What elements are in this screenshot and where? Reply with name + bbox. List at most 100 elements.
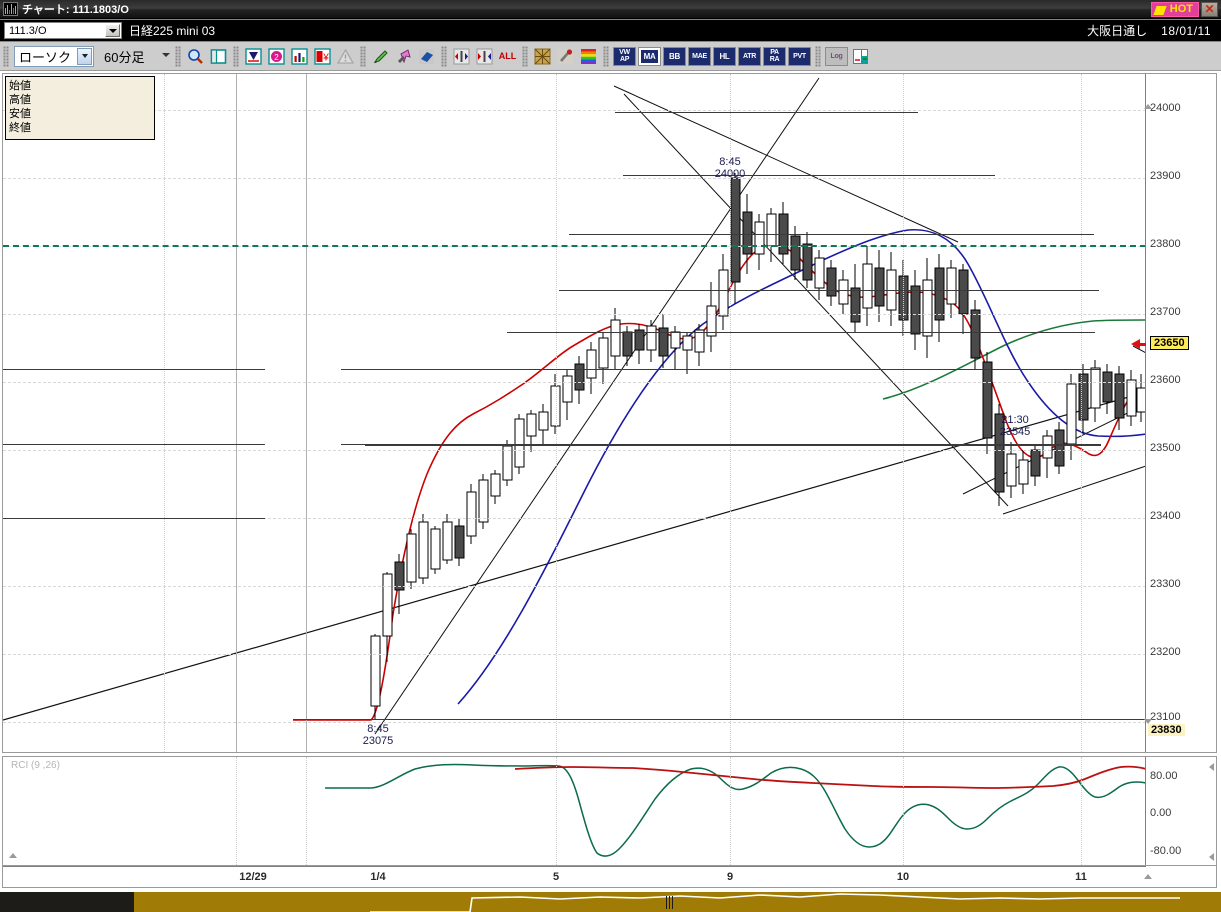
candle [934,254,945,342]
candle [970,300,981,370]
zoom-icon[interactable] [185,45,206,67]
chevron-down-icon[interactable] [77,47,92,65]
pivot-annotation-price: 23545 [999,426,1031,438]
current-price-tag[interactable]: 23650 [1150,336,1189,350]
expand-horizontal-icon[interactable] [451,45,472,67]
bb-button[interactable]: BB [663,46,686,66]
gridline [3,586,1146,587]
gridline-vertical [903,74,904,752]
date-axis[interactable]: 12/29 1/4 5 9 10 11 [2,866,1217,888]
compress-horizontal-icon[interactable] [474,45,495,67]
price-panel[interactable]: 8:45 24000 8:45 23075 21:30 23545 24000 … [2,73,1217,753]
drawn-hline[interactable] [3,369,265,370]
vwap-button[interactable]: VW AP [613,46,636,66]
chevron-down-icon[interactable] [105,24,120,37]
candle [562,370,573,420]
price-plot-area[interactable]: 8:45 24000 8:45 23075 21:30 23545 [3,74,1146,752]
gridline [3,722,1146,723]
candle [610,308,621,370]
chevron-down-icon[interactable] [161,51,170,60]
drawn-hline[interactable] [341,444,1101,445]
color-palette-icon[interactable] [578,45,599,67]
toolbar-grip[interactable] [3,45,9,67]
download-arrow-icon[interactable] [243,45,264,67]
toolbar-grip[interactable] [175,45,181,67]
price-axis[interactable]: 24000 23900 23800 23700 23600 23500 2340… [1144,74,1216,752]
toolbar-grip[interactable] [441,45,447,67]
overview-drag-handle[interactable] [666,896,674,909]
chart-date-label: 18/01/11 [1161,23,1211,38]
para-button[interactable]: PA RA [763,46,786,66]
rci-panel[interactable]: RCI (9 ,26) 80.00 0.00 -80.00 [2,756,1217,866]
rci-axis[interactable]: 80.00 0.00 -80.00 [1145,757,1216,865]
mae-button[interactable]: MAE [688,46,711,66]
drawn-hline[interactable] [3,518,265,519]
symbol-select[interactable]: 111.3/O [4,22,122,39]
bar-chart-icon[interactable] [289,45,310,67]
rci-axis-arrow-icon[interactable] [1209,763,1214,771]
rci-axis-arrow-icon[interactable] [1209,853,1214,861]
pivot-annotation-time: 21:30 [1001,414,1029,426]
close-icon[interactable]: ✕ [1201,1,1218,17]
settings-grid-icon[interactable] [532,45,553,67]
chart-overview-scrollbar[interactable] [0,891,1221,912]
date-axis-arrow-icon[interactable] [1144,874,1152,879]
ma-button[interactable]: MA [638,46,661,66]
rci-long-line [514,765,1146,789]
toolbar-grip[interactable] [233,45,239,67]
toolbar-grip[interactable] [815,45,821,67]
price-tick: 23800 [1150,238,1181,250]
price-tick: 23200 [1150,646,1181,658]
tools-icon[interactable] [555,45,576,67]
chart-type-value: ローソク [19,49,72,65]
log-label: Log [830,52,843,60]
pvt-button[interactable]: PVT [788,46,811,66]
drawn-hline[interactable] [293,719,1146,720]
candle [394,554,405,614]
log-scale-button[interactable]: Log [825,46,848,66]
rci-scroll-icon[interactable] [9,853,17,858]
drawn-hline[interactable] [507,332,1095,333]
trendline-wedge-lower [1002,465,1146,515]
price-tick: 23400 [1150,510,1181,522]
layout-icon[interactable] [850,45,871,67]
timeframe-select[interactable]: 60分足 [100,45,172,67]
cursor-arrow-icon[interactable] [393,45,414,67]
toolbar-grip[interactable] [603,45,609,67]
rci-plot-area[interactable] [3,757,1146,865]
atr-button[interactable]: ATR [738,46,761,66]
candle [1042,430,1053,478]
date-tick: 9 [726,871,734,883]
drawn-hline[interactable] [3,444,265,445]
drawn-hline[interactable] [559,290,1099,291]
currency-yen-icon[interactable]: ¥ [312,45,333,67]
all-button[interactable]: ALL [497,45,518,67]
drawn-hline[interactable] [569,234,1094,235]
gridline-vertical [164,74,165,752]
window-split-icon[interactable] [208,45,229,67]
toolbar-grip[interactable] [360,45,366,67]
candle [466,484,477,544]
hot-badge[interactable]: HOT [1151,1,1199,17]
clock-2-icon[interactable]: 2 [266,45,287,67]
vwap-label-top: VW [619,49,630,56]
symbol-code: 111.3/O [9,24,47,37]
candle [946,260,957,318]
ma-mid-line [457,228,1146,705]
drawn-hline[interactable] [365,445,1101,446]
highlighter-pen-icon[interactable] [370,45,391,67]
hl-button[interactable]: HL [713,46,736,66]
toolbar-grip[interactable] [522,45,528,67]
candle [1126,370,1137,426]
drawn-hline[interactable] [341,369,1101,370]
chart-type-select[interactable]: ローソク [14,45,94,67]
axis-scroll-up-icon[interactable] [1144,104,1152,109]
gridline-vertical [1081,757,1082,865]
eraser-icon[interactable] [416,45,437,67]
axis-scroll-down-icon[interactable] [1144,719,1152,724]
secondary-price-tag[interactable]: 23830 [1148,724,1185,736]
low-annotation-price: 23075 [362,735,394,747]
drawn-hline[interactable] [623,175,995,176]
drawn-hline[interactable] [615,112,918,113]
chart-body: 8:45 24000 8:45 23075 21:30 23545 24000 … [0,71,1221,912]
